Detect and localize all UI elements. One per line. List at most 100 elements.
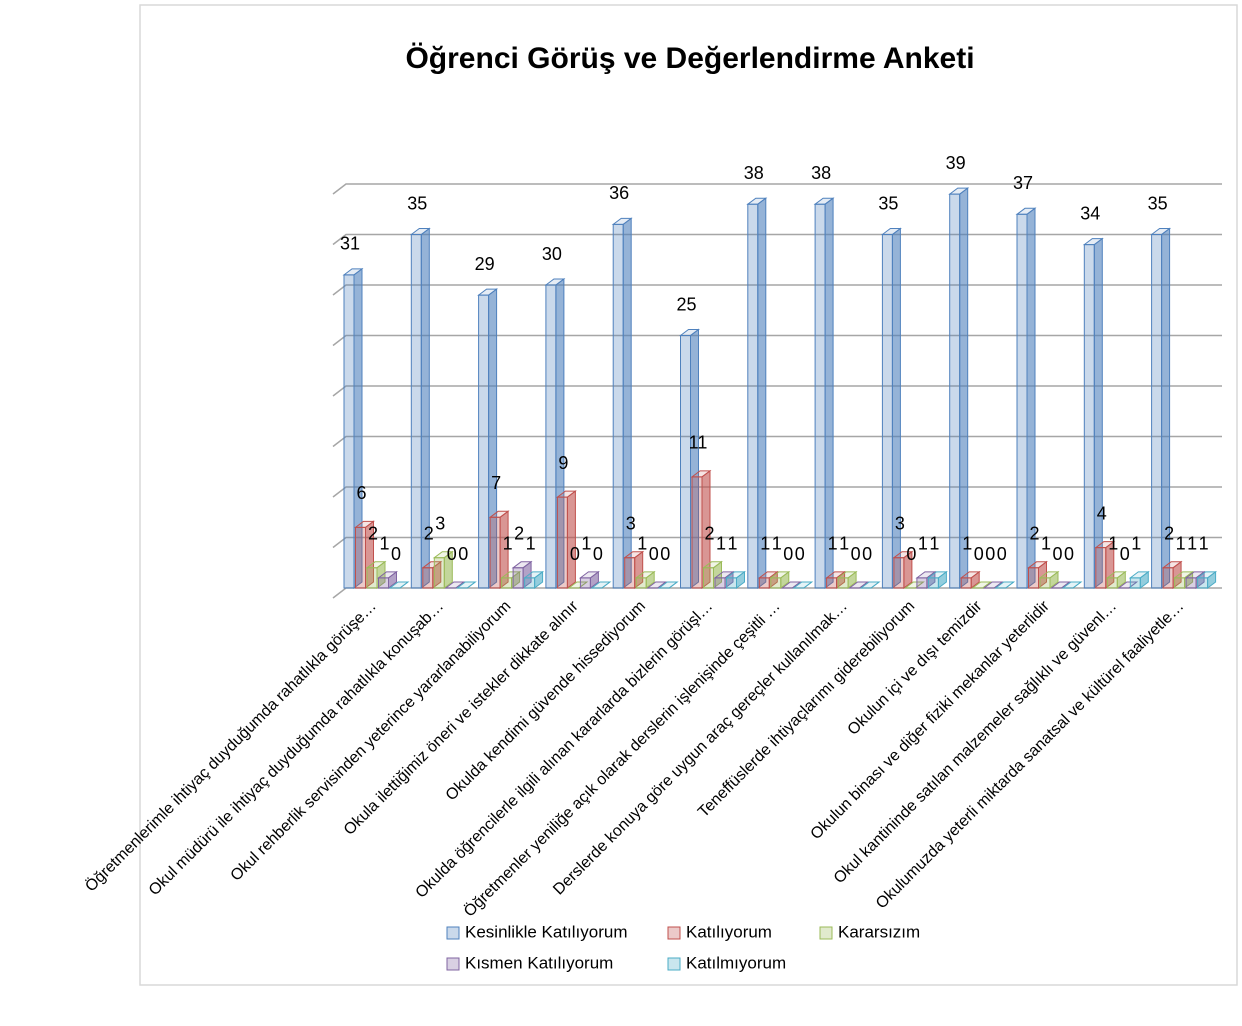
legend-label: Kararsızım — [838, 922, 920, 941]
data-label: 1 — [503, 534, 513, 554]
bar — [377, 570, 398, 589]
bar — [892, 550, 914, 589]
bar-top — [971, 581, 993, 589]
bar-top — [1015, 207, 1037, 215]
data-label: 2 — [514, 524, 524, 544]
bar-top — [1117, 581, 1139, 589]
bar-front — [814, 203, 826, 589]
data-label: 0 — [593, 544, 603, 564]
bar-front — [1083, 244, 1095, 589]
bar-top — [746, 197, 768, 205]
data-label: 37 — [1013, 173, 1033, 193]
bar-front — [747, 203, 759, 589]
bar-front — [881, 234, 893, 589]
bar-top — [713, 571, 735, 579]
data-label: 1 — [839, 534, 849, 554]
data-label: 0 — [447, 544, 457, 564]
bar — [488, 510, 510, 589]
bar — [746, 197, 768, 589]
bar — [903, 581, 925, 589]
bar-top — [455, 581, 477, 589]
bar-top — [377, 571, 398, 579]
legend-label: Kesinlikle Katılıyorum — [465, 922, 628, 941]
bar — [836, 570, 858, 589]
bar-top — [1128, 571, 1150, 579]
data-label: 0 — [783, 544, 793, 564]
bar-top — [409, 228, 431, 235]
data-label: 1 — [962, 534, 972, 554]
grid-line — [332, 284, 1222, 296]
bar-front — [556, 496, 568, 589]
bar-top — [1184, 571, 1206, 579]
bar-top — [1082, 238, 1104, 246]
data-label: 1 — [1131, 534, 1141, 554]
bar — [848, 581, 870, 589]
bar-front — [366, 567, 378, 589]
bar-front — [1039, 577, 1051, 589]
bar — [1094, 540, 1116, 589]
bar-top — [1196, 571, 1218, 579]
data-label: 2 — [1029, 524, 1039, 544]
data-label: 2 — [368, 524, 378, 544]
bar — [523, 570, 545, 589]
bar — [959, 570, 981, 589]
bar-top — [994, 581, 1016, 589]
bar-top — [354, 520, 375, 528]
bar — [455, 581, 477, 589]
bar-top — [690, 470, 712, 478]
grid-line — [332, 233, 1222, 246]
bar-top — [982, 581, 1004, 589]
bar — [1050, 581, 1071, 589]
data-label: 2 — [704, 524, 714, 544]
data-label: 38 — [811, 163, 831, 183]
bar-top — [623, 551, 645, 559]
data-label: 0 — [391, 544, 401, 564]
bar-top — [769, 571, 791, 579]
bar — [994, 581, 1016, 589]
data-label: 1 — [379, 534, 389, 554]
bar-top — [892, 551, 914, 559]
bar-front — [624, 557, 636, 589]
data-label: 3 — [435, 513, 445, 533]
data-label: 39 — [946, 153, 966, 173]
data-label: 3 — [626, 513, 636, 533]
bar-front — [1129, 577, 1141, 589]
bar-top — [500, 571, 522, 579]
bar-side — [566, 490, 576, 589]
bar-top — [511, 561, 533, 569]
bar-top — [1050, 581, 1071, 589]
bar-top — [342, 268, 364, 276]
bar-front — [1095, 547, 1107, 589]
data-label: 0 — [974, 544, 984, 564]
legend-swatch — [667, 926, 681, 940]
data-label: 1 — [1108, 534, 1118, 554]
data-label: 3 — [895, 513, 905, 533]
bar-front — [691, 476, 703, 589]
data-label: 11 — [689, 433, 708, 453]
bar-front — [612, 223, 624, 589]
data-label: 35 — [878, 193, 898, 213]
bar-front — [893, 557, 905, 589]
bar-front — [1016, 213, 1028, 589]
bar — [1150, 227, 1172, 589]
bar-front — [433, 557, 445, 589]
bar — [859, 581, 881, 589]
bar — [813, 197, 835, 589]
bar — [982, 581, 1004, 589]
data-label: 1 — [1199, 534, 1209, 554]
bar-front — [927, 577, 939, 589]
bar-front — [343, 274, 355, 589]
bar — [578, 570, 600, 589]
bar-front — [524, 577, 536, 589]
bar-front — [1028, 567, 1039, 589]
bar — [792, 581, 814, 589]
bar-front — [512, 567, 524, 589]
chart-title: Öğrenci Görüş ve Değerlendirme Anketi — [405, 42, 974, 75]
legend-swatch — [819, 926, 833, 940]
bar-front — [635, 577, 647, 589]
legend-swatch — [446, 957, 460, 971]
bar — [555, 490, 577, 589]
bar-top — [848, 581, 870, 589]
bar-top — [1173, 571, 1195, 579]
